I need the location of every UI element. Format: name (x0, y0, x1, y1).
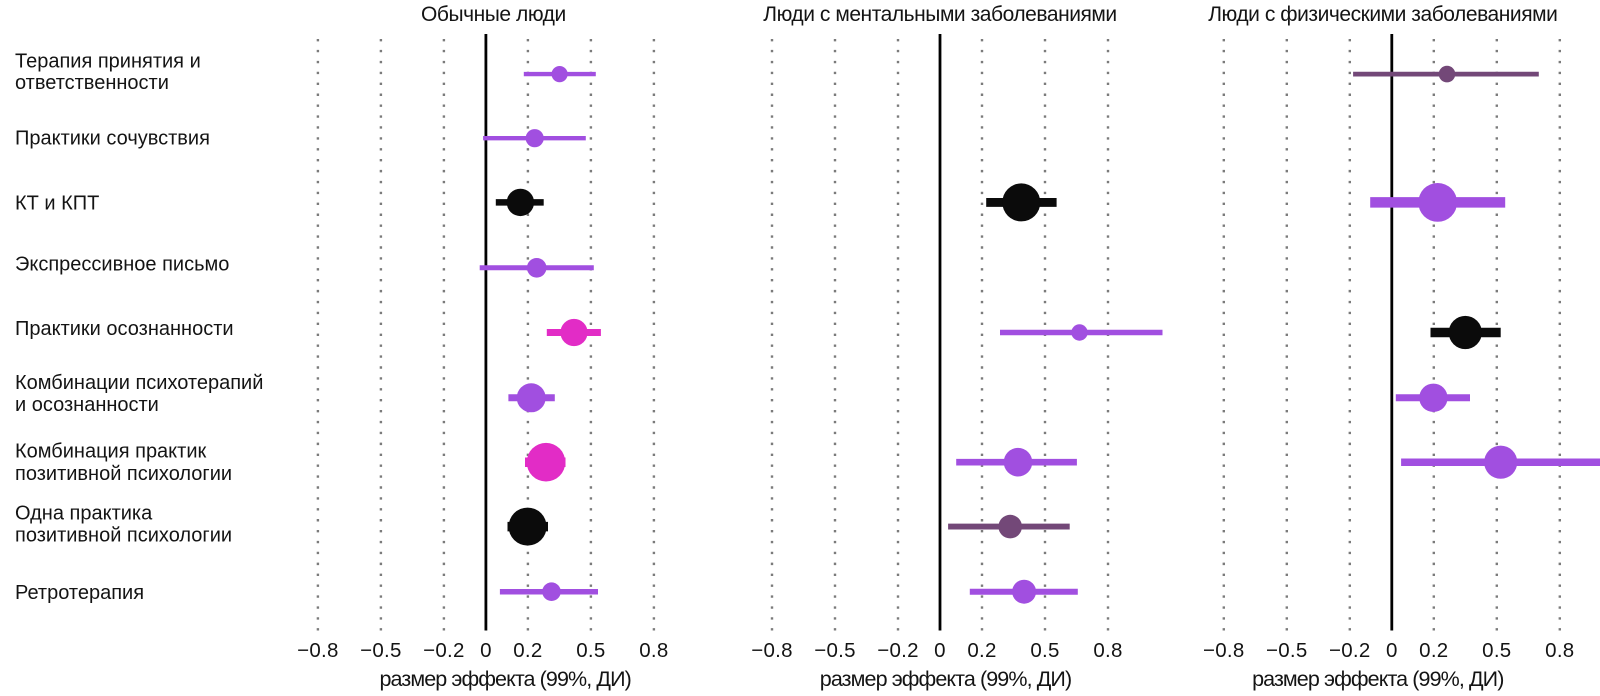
svg-text:0.5: 0.5 (1482, 639, 1511, 662)
svg-text:размер эффекта (99%, ДИ): размер эффекта (99%, ДИ) (820, 667, 1071, 691)
svg-text:Практики сочувствия: Практики сочувствия (15, 127, 210, 149)
svg-text:0.8: 0.8 (1093, 639, 1122, 662)
svg-text:размер эффекта (99%, ДИ): размер эффекта (99%, ДИ) (379, 667, 630, 691)
svg-text:позитивной психологии: позитивной психологии (15, 463, 232, 485)
svg-text:Экспрессивное письмо: Экспрессивное письмо (15, 254, 229, 276)
svg-text:−0.2: −0.2 (877, 639, 918, 662)
svg-text:−0.8: −0.8 (1203, 639, 1244, 662)
svg-text:позитивной психологии: позитивной психологии (15, 524, 232, 546)
svg-text:0.8: 0.8 (1545, 639, 1574, 662)
svg-text:КТ и КПТ: КТ и КПТ (15, 193, 99, 215)
svg-text:Одна практика: Одна практика (15, 502, 153, 524)
svg-text:−0.8: −0.8 (751, 639, 792, 662)
svg-text:Обычные люди: Обычные люди (421, 3, 566, 26)
svg-text:0.5: 0.5 (1030, 639, 1059, 662)
svg-text:размер эффекта (99%, ДИ): размер эффекта (99%, ДИ) (1252, 667, 1503, 691)
svg-text:−0.2: −0.2 (1329, 639, 1370, 662)
svg-text:0.2: 0.2 (1419, 639, 1448, 662)
svg-text:Комбинации психотерапий: Комбинации психотерапий (15, 372, 263, 394)
svg-text:Ретротерапия: Ретротерапия (15, 582, 144, 604)
svg-text:0.2: 0.2 (967, 639, 996, 662)
svg-text:Комбинация практик: Комбинация практик (15, 441, 206, 463)
svg-text:и осознанности: и осознанности (15, 394, 159, 416)
svg-text:0.2: 0.2 (513, 639, 542, 662)
svg-text:−0.8: −0.8 (297, 639, 338, 662)
svg-text:0.8: 0.8 (639, 639, 668, 662)
svg-text:Практики осознанности: Практики осознанности (15, 318, 234, 340)
svg-text:−0.5: −0.5 (360, 639, 401, 662)
svg-text:Люди с физическими заболевания: Люди с физическими заболеваниями (1208, 3, 1557, 26)
svg-text:−0.5: −0.5 (1266, 639, 1307, 662)
svg-text:−0.5: −0.5 (814, 639, 855, 662)
svg-text:0.5: 0.5 (576, 639, 605, 662)
svg-text:ответственности: ответственности (15, 72, 169, 94)
svg-text:Терапия принятия и: Терапия принятия и (15, 51, 201, 73)
svg-text:0: 0 (934, 639, 946, 662)
svg-text:−0.2: −0.2 (423, 639, 464, 662)
svg-text:Люди с ментальными заболевания: Люди с ментальными заболеваниями (763, 3, 1116, 26)
svg-text:0: 0 (480, 639, 492, 662)
svg-text:0: 0 (1386, 639, 1398, 662)
